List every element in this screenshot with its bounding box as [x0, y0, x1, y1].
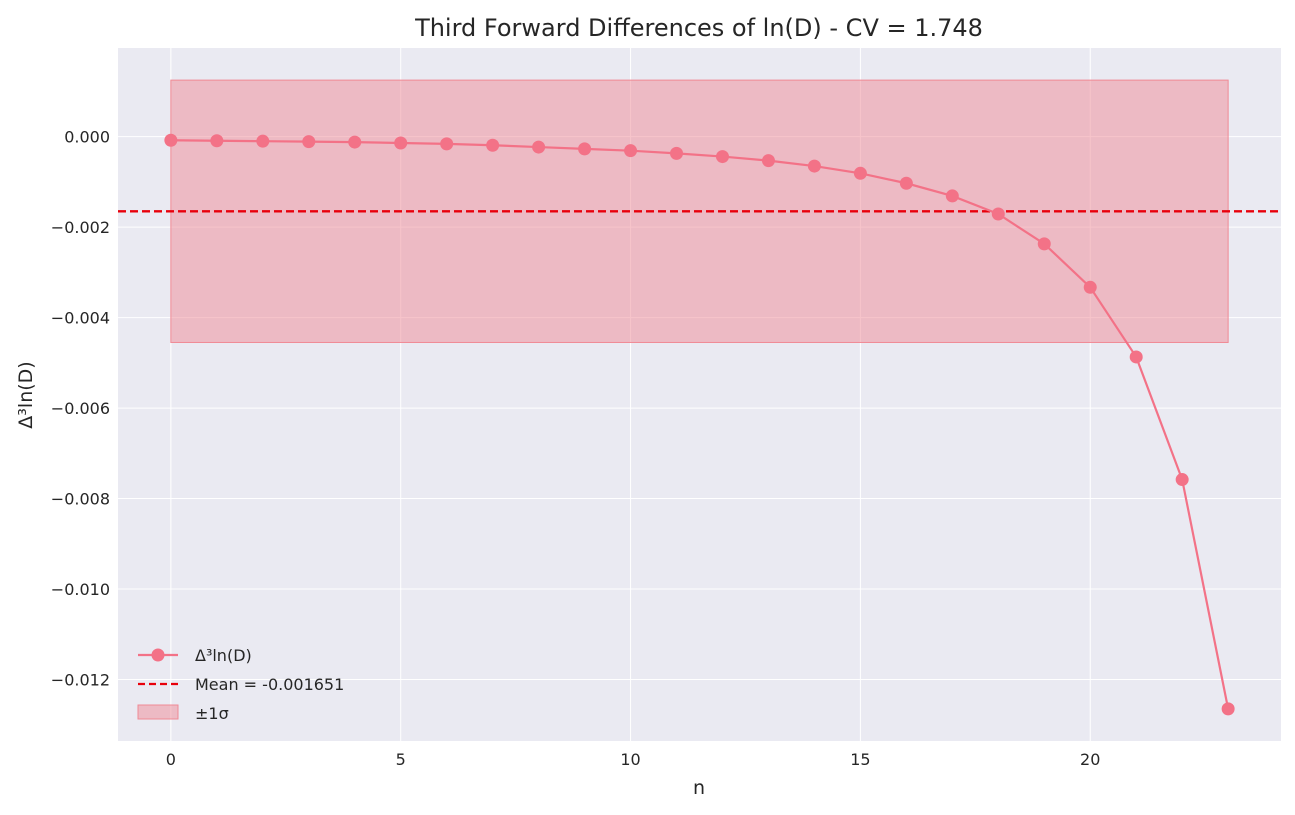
legend-series-marker	[151, 648, 165, 662]
x-tick-label: 0	[166, 750, 176, 769]
data-point	[807, 159, 821, 173]
data-point	[1083, 280, 1097, 294]
data-point	[256, 134, 270, 148]
y-tick-label: −0.012	[51, 670, 110, 689]
y-tick-label: −0.002	[51, 218, 110, 237]
x-tick-label: 15	[850, 750, 870, 769]
legend-band-label: ±1σ	[195, 704, 229, 723]
data-point	[1175, 473, 1189, 487]
legend: Δ³ln(D) Mean = -0.001651 ±1σ	[137, 646, 344, 723]
data-point	[853, 166, 867, 180]
x-axis-label: n	[693, 777, 705, 799]
data-point	[715, 150, 729, 164]
y-tick-label: −0.008	[51, 490, 110, 509]
data-point	[1221, 702, 1235, 716]
x-tick-label: 20	[1080, 750, 1100, 769]
data-point	[532, 140, 546, 154]
series-line	[170, 139, 1230, 710]
data-point	[1129, 350, 1143, 364]
legend-mean-label: Mean = -0.001651	[195, 675, 344, 694]
data-point	[394, 136, 408, 150]
legend-series-label: Δ³ln(D)	[195, 646, 252, 665]
x-tick-label: 5	[396, 750, 406, 769]
data-point	[761, 154, 775, 168]
x-tick-labels: 0 5 10 15 20	[166, 750, 1101, 769]
y-tick-label: 0.000	[64, 128, 110, 147]
data-point	[578, 142, 592, 156]
data-point	[440, 137, 454, 151]
y-tick-label: −0.004	[51, 309, 110, 328]
data-point	[670, 146, 684, 160]
x-tick-label: 10	[620, 750, 640, 769]
data-point	[486, 138, 500, 152]
data-point	[210, 134, 224, 148]
y-tick-label: −0.010	[51, 580, 110, 599]
y-tick-label: −0.006	[51, 399, 110, 418]
y-tick-labels: 0.000 −0.002 −0.004 −0.006 −0.008 −0.010 −0.01…	[51, 128, 110, 690]
data-point	[899, 176, 913, 190]
data-point	[302, 135, 316, 149]
data-point	[164, 133, 178, 147]
series-layer	[164, 133, 1235, 716]
data-point	[945, 189, 959, 203]
y-axis-label: Δ³ln(D)	[15, 361, 37, 428]
data-point	[348, 135, 362, 149]
data-point	[624, 144, 638, 158]
legend-band-swatch	[137, 704, 179, 720]
data-point	[1037, 237, 1051, 251]
chart-title: Third Forward Differences of ln(D) - CV …	[414, 14, 983, 42]
data-point	[991, 207, 1005, 221]
